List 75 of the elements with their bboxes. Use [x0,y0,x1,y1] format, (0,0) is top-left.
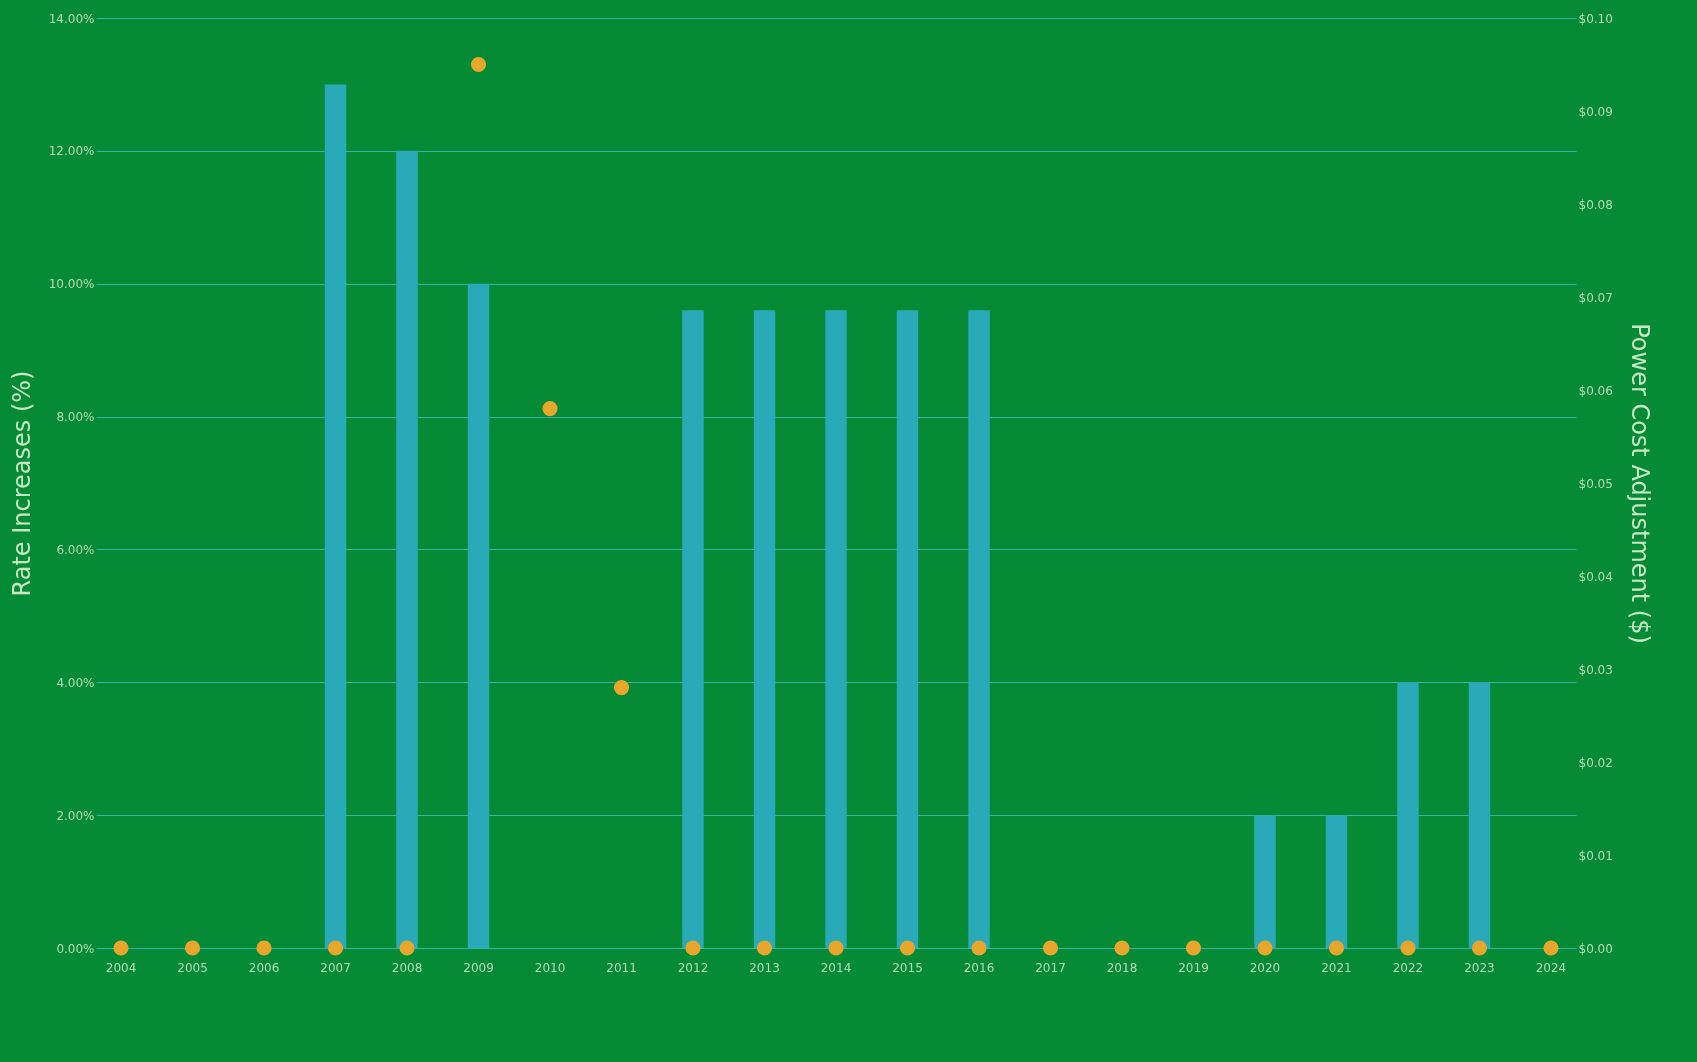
x-tick-label: 2017 [1035,960,1066,975]
y2-tick-label: $0.10 [1578,11,1613,26]
point [327,940,344,956]
x-tick-label: 2023 [1464,960,1495,975]
x-tick-label: 2024 [1535,960,1567,975]
x-tick-label: 2013 [749,960,780,975]
point [113,940,129,956]
point [470,56,487,73]
x-tick-label: 2014 [820,960,852,975]
point [1543,940,1559,956]
x-tick-label: 2004 [105,960,137,975]
x-tick-label: 2018 [1106,960,1138,975]
y2-tick-label: $0.08 [1578,197,1613,212]
bar [1325,815,1348,948]
bar [1397,682,1419,948]
point [1042,940,1059,956]
bar [682,310,704,948]
point [184,940,201,956]
point [1471,940,1488,956]
y2-tick-label: $0.02 [1578,755,1613,770]
point [1185,940,1202,956]
point [1400,940,1416,956]
y2-tick-label: $0.05 [1578,476,1613,491]
x-tick-label: 2007 [320,960,351,975]
point [828,940,844,956]
y2-tick-label: $0.00 [1578,941,1613,956]
y2-tick-label: $0.04 [1578,569,1613,584]
x-tick-label: 2011 [606,960,637,975]
bar [753,310,776,948]
x-tick-label: 2019 [1178,960,1209,975]
y-tick-label: 8.00% [56,410,95,425]
bar [896,310,919,948]
point [685,940,701,956]
y2-tick-label: $0.03 [1578,662,1613,677]
bar [1254,815,1276,948]
y2-tick-label: $0.07 [1578,290,1613,305]
point [399,940,415,956]
bar [396,150,418,948]
bar [324,84,347,948]
bar [1468,682,1491,948]
point [756,940,773,956]
y2-tick-label: $0.09 [1578,104,1613,119]
y-tick-label: 14.00% [48,11,95,26]
x-tick-label: 2006 [248,960,280,975]
point [1114,940,1130,956]
bar [968,310,990,948]
x-tick-label: 2010 [534,960,566,975]
point [542,401,558,417]
y2-axis-title: Power Cost Adjustment ($) [1625,323,1654,644]
x-tick-label: 2012 [677,960,709,975]
x-tick-label: 2008 [391,960,423,975]
x-tick-label: 2020 [1249,960,1281,975]
y2-tick-label: $0.01 [1578,848,1613,863]
bar [467,283,490,948]
point [256,940,272,956]
y-axis-title: Rate Increases (%) [7,370,36,597]
bar [825,310,847,948]
point [613,680,630,696]
x-tick-label: 2015 [892,960,923,975]
y-tick-label: 2.00% [56,808,95,823]
y-tick-label: 10.00% [48,277,95,292]
y-tick-label: 0.00% [56,941,95,956]
point [1328,940,1345,956]
point [1257,940,1273,956]
y-tick-label: 6.00% [56,542,95,557]
y-tick-label: 12.00% [48,144,95,159]
y2-tick-label: $0.06 [1578,383,1613,398]
x-tick-label: 2021 [1321,960,1352,975]
x-tick-label: 2005 [177,960,208,975]
x-tick-label: 2009 [463,960,494,975]
point [899,940,916,956]
x-tick-label: 2022 [1392,960,1424,975]
y-tick-label: 4.00% [56,675,95,690]
x-tick-label: 2016 [963,960,995,975]
point [971,940,987,956]
